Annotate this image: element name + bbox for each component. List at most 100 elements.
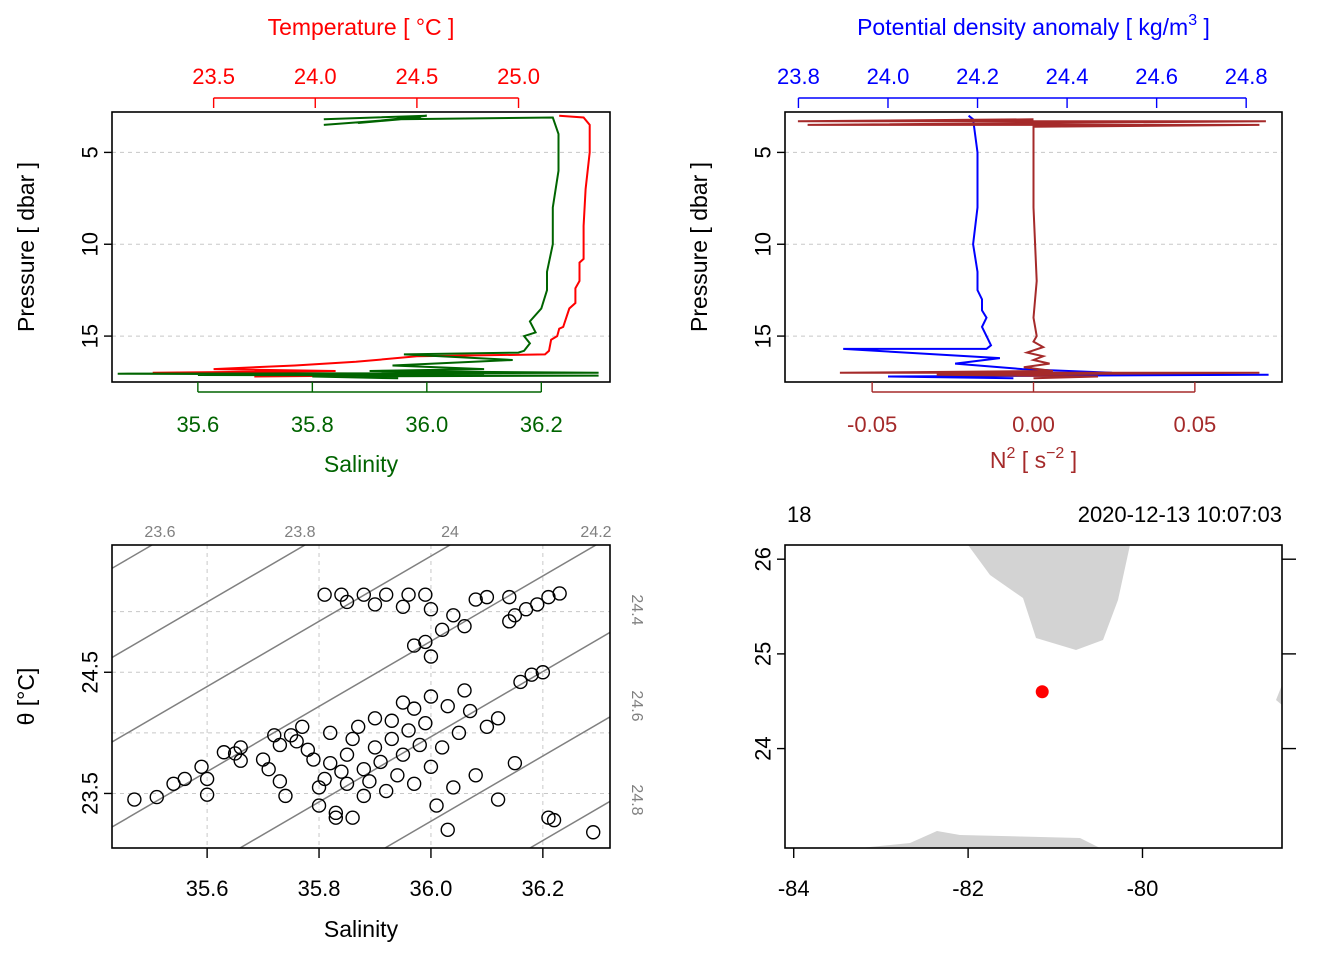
ts-point <box>278 788 293 804</box>
salinity-tick-label: 36.2 <box>520 412 563 437</box>
isopycnal-label: 24.2 <box>580 524 611 541</box>
station-marker <box>1035 685 1049 699</box>
ts-point <box>384 731 399 747</box>
station-number: 18 <box>787 502 811 527</box>
ts-point <box>177 771 192 787</box>
n2-axis-title: N2 [ s−2 ] <box>990 445 1077 473</box>
density-tick-label: 24.6 <box>1135 64 1178 89</box>
ts-point <box>367 711 383 726</box>
temperature-tick-label: 25.0 <box>497 64 540 89</box>
panel-location-map: -84 -82 -80 24 25 26 18 2020-12-13 10:07:03 <box>751 502 1296 901</box>
land-group <box>860 545 1282 848</box>
ts-point <box>507 755 523 771</box>
ts-point <box>311 798 327 813</box>
theta-axis-title: θ [°C] <box>13 668 39 726</box>
ts-point <box>446 780 461 795</box>
ts-point <box>586 825 601 840</box>
y-tick-label: 15 <box>78 324 103 348</box>
density-title-end: ] <box>1197 14 1210 40</box>
ts-point <box>300 742 316 758</box>
ts-point <box>216 745 232 760</box>
ts-point <box>429 798 444 813</box>
ts-point <box>255 752 271 767</box>
ts-point <box>423 602 439 617</box>
n2-tick-label: 0.05 <box>1173 412 1216 437</box>
ts-point <box>418 587 433 602</box>
ts-point <box>530 597 545 612</box>
ts-point <box>395 599 411 615</box>
isopycnal-label: 23.6 <box>144 524 175 541</box>
ts-point <box>513 674 528 690</box>
ts-point <box>378 783 394 799</box>
lat-tick-label: 25 <box>751 642 776 666</box>
ts-point <box>446 608 461 623</box>
salinity-tick-label: 35.6 <box>176 412 219 437</box>
ts-point <box>356 587 371 602</box>
ts-point <box>535 665 551 680</box>
density-tick-label: 24.8 <box>1225 64 1268 89</box>
ts-point <box>149 789 164 805</box>
isopycnal-label: 24.6 <box>628 690 645 721</box>
ts-point <box>451 725 467 741</box>
ts-point <box>323 755 338 771</box>
ts-point <box>406 776 422 791</box>
y-tick-label: 15 <box>751 324 776 348</box>
plot-frame <box>111 111 611 383</box>
ts-point <box>490 792 506 807</box>
isopycnal-group <box>112 545 610 848</box>
ts-point <box>289 734 304 749</box>
density-tick-label: 24.2 <box>956 64 999 89</box>
land-florida <box>968 545 1130 650</box>
density-profile-line <box>843 114 1269 380</box>
ts-point <box>339 747 355 762</box>
isopycnal-label: 23.8 <box>284 524 315 541</box>
ts-point <box>418 634 433 650</box>
ts-point <box>339 776 355 791</box>
ts-point <box>373 754 388 770</box>
ts-point <box>552 586 567 601</box>
n2-profile-line <box>797 118 1266 380</box>
n2-tick-label: 0.00 <box>1012 412 1055 437</box>
ts-point <box>468 592 483 607</box>
ts-point <box>502 589 517 605</box>
n2-title-sup2: −2 <box>1046 445 1064 462</box>
ts-point <box>317 587 332 602</box>
salinity-tick-label: 36.0 <box>405 412 448 437</box>
isopycnal-line <box>112 545 306 659</box>
y-tick-label: 5 <box>78 146 103 158</box>
ts-point <box>233 753 248 768</box>
ts-point <box>390 768 405 783</box>
ts-point <box>434 622 450 638</box>
ts-point <box>423 759 439 774</box>
ts-point <box>306 752 321 767</box>
ts-point <box>334 764 349 779</box>
ts-point <box>261 762 276 777</box>
ts-point <box>356 762 371 777</box>
y-tick-label: 24.5 <box>78 651 103 694</box>
pressure-axis-title: Pressure [ dbar ] <box>13 162 39 332</box>
isopycnal-label: 24.8 <box>628 784 645 815</box>
ts-point <box>295 719 310 734</box>
isopycnal-line <box>112 545 451 743</box>
density-axis-title: Potential density anomaly [ kg/m3 ] <box>857 12 1210 40</box>
ts-point <box>524 667 539 682</box>
ts-point <box>479 719 495 734</box>
y-tick-label: 5 <box>751 146 776 158</box>
ts-point <box>272 774 288 789</box>
ts-point <box>423 649 439 664</box>
ts-point <box>546 812 562 828</box>
land-bahamas <box>1276 685 1282 705</box>
ts-point <box>328 805 344 821</box>
ts-point <box>328 810 344 825</box>
ts-point <box>362 774 377 789</box>
ts-point <box>507 608 523 623</box>
map-frame <box>784 544 1283 849</box>
temperature-axis-title: Temperature [ °C ] <box>268 14 455 40</box>
y-tick-label: 23.5 <box>78 772 103 815</box>
ts-point <box>127 792 142 807</box>
ts-point <box>323 725 338 741</box>
ts-point <box>457 619 472 634</box>
ts-point <box>395 695 411 710</box>
ts-point <box>367 597 383 612</box>
